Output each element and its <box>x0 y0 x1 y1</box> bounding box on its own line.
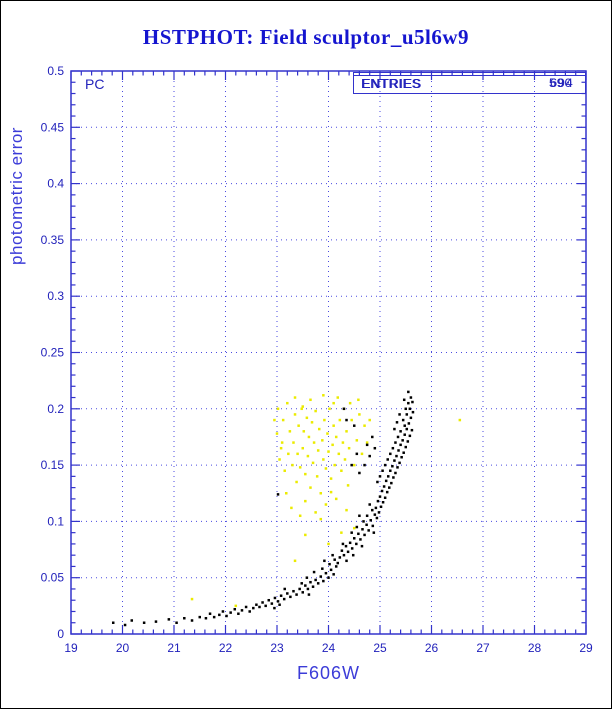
svg-text:27: 27 <box>476 641 490 655</box>
svg-text:0.3: 0.3 <box>47 289 64 303</box>
entries-label: ENTRIES <box>361 76 421 91</box>
svg-text:24: 24 <box>322 641 336 655</box>
svg-text:0.2: 0.2 <box>47 402 64 416</box>
entries-label-overlap: ENTRIES <box>362 76 422 91</box>
svg-text:28: 28 <box>528 641 542 655</box>
svg-text:0.4: 0.4 <box>47 177 64 191</box>
entries-value-1: 694 <box>549 76 573 91</box>
panel-label-pc: PC <box>85 76 105 92</box>
svg-text:0.35: 0.35 <box>41 233 65 247</box>
grid-lines <box>71 71 586 634</box>
svg-text:23: 23 <box>270 641 284 655</box>
tick-labels: 19 20 21 22 23 24 25 26 27 28 29 0 0.05 0.1 0.15 0.2 0.2… <box>41 64 593 655</box>
scatter-series-yellow-flagged-stars <box>190 394 462 608</box>
svg-text:25: 25 <box>373 641 387 655</box>
entries-values: 694 590 <box>513 76 573 92</box>
x-axis-label: F606W <box>296 663 361 683</box>
svg-text:20: 20 <box>116 641 130 655</box>
stats-box-double-border <box>354 75 585 76</box>
entries-value-2: 590 <box>548 76 572 91</box>
svg-text:0: 0 <box>57 627 64 641</box>
axes-frame <box>70 70 587 635</box>
svg-text:0.05: 0.05 <box>41 571 65 585</box>
page-title: HSTPHOT: Field sculptor_u5l6w9 <box>142 25 470 49</box>
svg-text:26: 26 <box>425 641 439 655</box>
svg-text:19: 19 <box>64 641 78 655</box>
stats-box: ENTRIES ENTRIES 694 590 <box>353 72 586 94</box>
svg-text:0.15: 0.15 <box>41 458 65 472</box>
svg-text:29: 29 <box>579 641 593 655</box>
y-axis-label: photometric error <box>7 127 26 265</box>
svg-text:22: 22 <box>219 641 233 655</box>
scatter-series-black-error-curve-stars <box>111 390 415 627</box>
svg-text:0.5: 0.5 <box>47 64 64 78</box>
axis-ticks <box>70 70 587 635</box>
svg-text:0.1: 0.1 <box>47 514 64 528</box>
svg-text:0.25: 0.25 <box>41 346 65 360</box>
svg-text:21: 21 <box>167 641 181 655</box>
svg-text:0.45: 0.45 <box>41 120 65 134</box>
